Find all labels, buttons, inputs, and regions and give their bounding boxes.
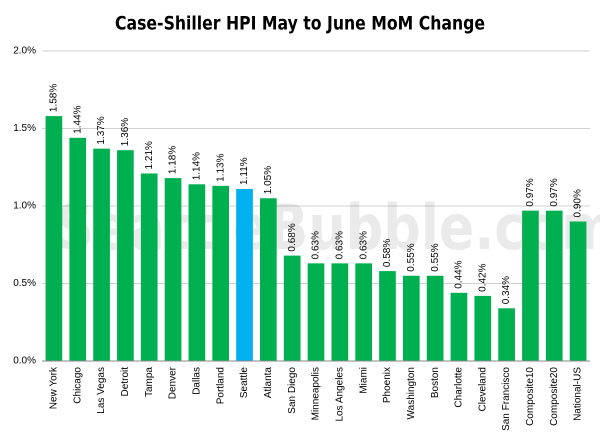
x-tick-label: Composite20 [549, 367, 560, 426]
value-label: 1.21% [144, 141, 155, 169]
x-tick-label: Charlotte [454, 367, 465, 408]
value-label: 1.05% [263, 166, 274, 194]
y-tick-label: 1.5% [13, 123, 36, 134]
chart-title: Case-Shiller HPI May to June MoM Change [115, 13, 485, 35]
x-tick-label: Portland [215, 367, 226, 404]
x-tick-label: Washington [406, 367, 417, 419]
x-tick-label: Atlanta [263, 367, 274, 399]
x-tick-label: Boston [430, 367, 441, 398]
x-tick-label: Composite10 [525, 367, 536, 426]
value-label: 0.97% [549, 178, 560, 206]
x-tick-label: Detroit [120, 367, 131, 397]
value-label: 0.90% [573, 189, 584, 217]
watermark: SeattleBubble.com [56, 191, 600, 264]
x-tick-label: Los Angeles [334, 367, 345, 422]
value-label: 0.97% [525, 178, 536, 206]
bar [140, 173, 158, 361]
value-label: 1.11% [239, 157, 250, 185]
value-label: 1.37% [96, 116, 107, 144]
y-tick-label: 1.0% [13, 201, 36, 212]
x-tick-label: Phoenix [382, 367, 393, 403]
y-tick-label: 0.0% [13, 356, 36, 367]
x-tick-label: Cleveland [477, 367, 488, 411]
bar [236, 188, 253, 361]
value-label: 1.36% [120, 118, 131, 146]
bar [450, 292, 468, 361]
value-label: 0.55% [430, 243, 441, 271]
bar [331, 263, 349, 361]
x-tick-label: Seattle [239, 367, 250, 399]
value-label: 0.63% [358, 231, 369, 259]
x-tick-label: Dallas [192, 367, 203, 395]
x-tick-label: National-US [573, 367, 584, 421]
x-tick-label: Las Vegas [96, 367, 107, 414]
bar [474, 295, 492, 361]
value-label: 0.63% [334, 231, 345, 259]
y-tick-label: 0.5% [13, 278, 36, 289]
x-tick-label: San Francisco [501, 367, 512, 431]
bar [45, 116, 63, 361]
bar [212, 185, 230, 361]
bar [522, 210, 539, 361]
x-tick-label: Chicago [72, 367, 83, 404]
x-tick-label: Tampa [144, 367, 155, 397]
value-label: 0.58% [382, 239, 393, 267]
bar [164, 178, 182, 361]
bar [545, 210, 563, 361]
bar [355, 263, 372, 361]
value-label: 0.42% [477, 263, 488, 291]
bar [307, 263, 325, 361]
bar [260, 198, 277, 361]
bar [283, 255, 301, 361]
bar [426, 275, 444, 361]
bar [69, 137, 87, 361]
value-label: 1.13% [215, 153, 226, 181]
y-tick-label: 2.0% [13, 46, 36, 57]
bar [93, 148, 110, 361]
value-label: 0.68% [287, 223, 298, 251]
value-label: 1.18% [168, 146, 179, 174]
bar [569, 221, 587, 361]
value-label: 0.34% [501, 276, 512, 304]
value-label: 1.58% [49, 84, 60, 112]
value-label: 0.44% [454, 260, 465, 288]
bar [117, 150, 134, 361]
value-label: 1.44% [72, 105, 83, 133]
x-tick-label: Minneapolis [311, 367, 322, 420]
x-tick-label: Denver [168, 366, 179, 399]
bar [402, 275, 420, 361]
x-tick-label: San Diego [287, 367, 298, 414]
value-label: 0.55% [406, 243, 417, 271]
value-label: 0.63% [311, 231, 322, 259]
bar [188, 184, 206, 361]
bar [498, 308, 515, 361]
x-tick-label: Miami [358, 367, 369, 394]
x-tick-label: New York [49, 366, 60, 409]
bar [379, 271, 396, 361]
value-label: 1.14% [192, 152, 203, 180]
